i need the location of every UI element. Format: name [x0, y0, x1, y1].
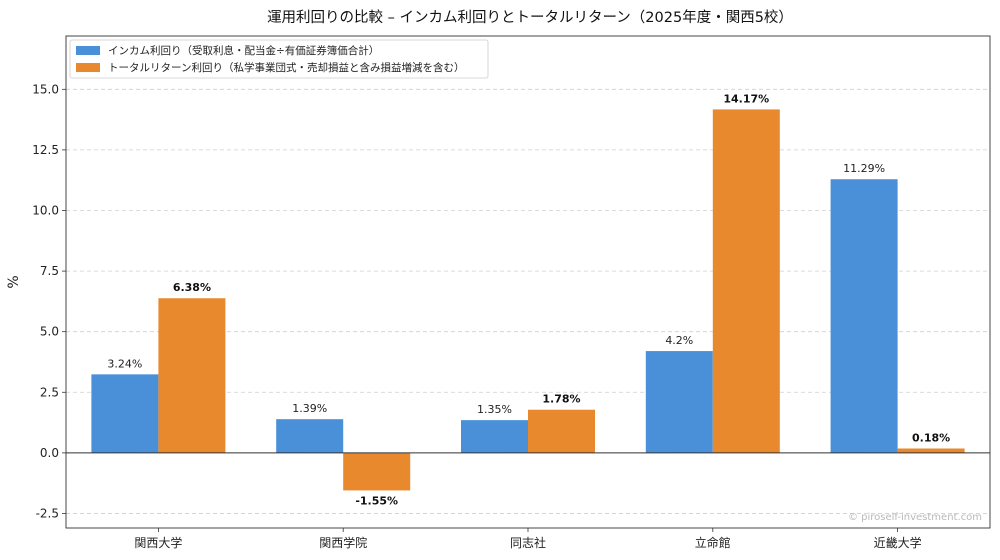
- bar: [528, 409, 595, 453]
- data-label: 1.35%: [477, 403, 512, 416]
- y-tick-label: -2.5: [36, 506, 59, 520]
- y-tick-label: 0.0: [40, 446, 59, 460]
- watermark: © piroself-investment.com: [848, 512, 982, 523]
- bars: [91, 109, 965, 491]
- bar: [276, 419, 344, 453]
- data-label: 14.17%: [723, 92, 769, 105]
- bar: [712, 109, 780, 453]
- data-label: 0.18%: [912, 432, 950, 445]
- data-label: -1.55%: [355, 494, 398, 507]
- legend: インカム利回り（受取利息・配当金÷有価証券簿価合計） トータルリターン利回り（私学…: [69, 39, 489, 79]
- data-label: 6.38%: [173, 281, 211, 294]
- data-label: 11.29%: [843, 162, 885, 175]
- bar: [91, 374, 159, 453]
- plot-frame: [65, 35, 991, 529]
- y-tick-label: 12.5: [32, 143, 59, 157]
- legend-swatch: [76, 63, 100, 72]
- legend-entry: インカム利回り（受取利息・配当金÷有価証券簿価合計）: [108, 44, 379, 57]
- data-label: 1.78%: [542, 393, 580, 406]
- data-label: 4.2%: [665, 334, 693, 347]
- bar: [158, 298, 226, 453]
- chart-title: 運用利回りの比較 – インカム利回りとトータルリターン（2025年度・関西5校）: [267, 8, 793, 26]
- x-tick-label: 関西学院: [319, 535, 367, 550]
- axes: -2.5 0.0 2.5 5.0 7.5 10.0 12.5 15.0 関西大学 関西学院 同志社 立…: [32, 35, 991, 550]
- data-label: 1.39%: [292, 402, 327, 415]
- x-tick-label: 立命館: [695, 535, 731, 550]
- x-tick-label: 関西大学: [134, 535, 182, 550]
- bar: [830, 179, 898, 453]
- legend-swatch: [76, 46, 100, 55]
- y-tick-label: 7.5: [40, 264, 59, 278]
- data-label: 3.24%: [107, 357, 142, 370]
- legend-entry: トータルリターン利回り（私学事業団式・売却損益と含み損益増減を含む）: [108, 61, 464, 74]
- bar: [645, 351, 713, 453]
- data-labels: 3.24% 6.38% 1.39% -1.55% 1.35% 1.78% 4.2% 14.17…: [107, 92, 950, 507]
- y-tick-label: 2.5: [40, 385, 59, 399]
- bar: [343, 452, 411, 491]
- x-tick-label: 近畿大学: [874, 535, 922, 550]
- bar: [461, 420, 528, 453]
- legend-box: [69, 39, 489, 79]
- y-tick-label: 10.0: [32, 204, 59, 218]
- bar: [897, 448, 965, 453]
- y-axis-label: %: [6, 275, 22, 288]
- y-tick-label: 15.0: [32, 82, 59, 96]
- y-tick-label: 5.0: [40, 325, 59, 339]
- x-tick-label: 同志社: [510, 535, 546, 550]
